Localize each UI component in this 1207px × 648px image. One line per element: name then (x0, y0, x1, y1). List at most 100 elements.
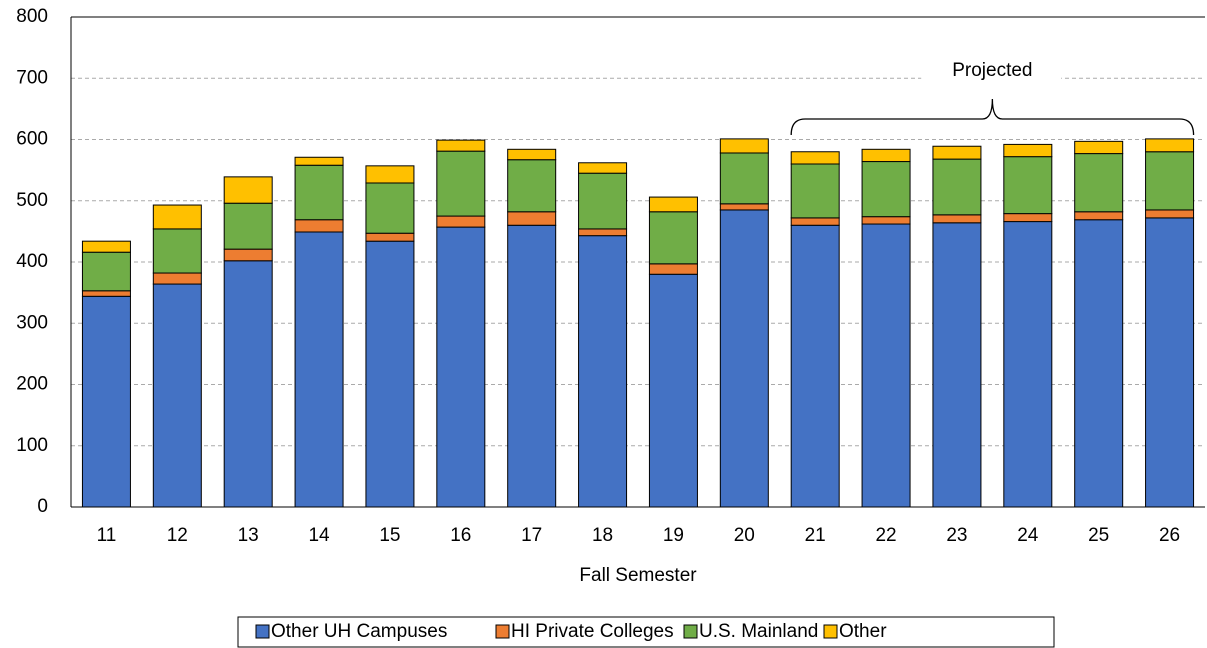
y-tick-label: 200 (16, 374, 48, 395)
legend-swatch (495, 624, 510, 639)
bar-segment (648, 263, 698, 275)
legend-label: U.S. Mainland (699, 621, 818, 642)
bar-segment (719, 138, 769, 154)
legend-label: Other (839, 621, 887, 642)
bar-segment (152, 283, 202, 508)
bar-segment (152, 204, 202, 230)
y-tick-label: 700 (16, 67, 48, 88)
bar-segment (790, 224, 840, 508)
y-tick-label: 600 (16, 129, 48, 150)
bar-segment (1145, 209, 1195, 219)
bar-segment (294, 164, 344, 221)
bar-segment (1074, 211, 1124, 221)
bar-segment (1003, 213, 1053, 223)
bar-segment (1003, 221, 1053, 508)
bar-segment (790, 151, 840, 165)
bar-segment (152, 272, 202, 285)
x-tick-label: 11 (97, 525, 117, 546)
bar-segment (578, 228, 628, 237)
x-tick-label: 26 (1159, 525, 1180, 546)
bar-segment (932, 145, 982, 160)
bar-segment (790, 217, 840, 226)
bar-segment (648, 273, 698, 508)
bar-segment (1145, 217, 1195, 508)
bar-segment (648, 196, 698, 213)
annotation-bg (921, 58, 1062, 86)
bar-segment (861, 223, 911, 508)
bar-segment (932, 214, 982, 224)
bar-segment (719, 209, 769, 508)
bar-segment (436, 150, 486, 217)
bar-segment (81, 251, 131, 292)
bar-segment (578, 162, 628, 174)
x-tick-label: 25 (1088, 525, 1109, 546)
legend-label: HI Private Colleges (511, 621, 674, 642)
bar-segment (294, 231, 344, 508)
bar-segment (223, 260, 273, 508)
y-tick-label: 800 (16, 6, 48, 27)
bar-segment (436, 139, 486, 152)
x-tick-label: 15 (379, 525, 400, 546)
x-tick-label: 16 (450, 525, 471, 546)
bar-segment (223, 202, 273, 250)
legend-swatch (683, 624, 698, 639)
bar-segment (861, 148, 911, 163)
legend-label: Other UH Campuses (271, 621, 447, 642)
bar-segment (365, 232, 415, 242)
bar-segment (1074, 153, 1124, 213)
bar-segment (1003, 156, 1053, 215)
bar-segment (223, 176, 273, 204)
bar-segment (436, 226, 486, 508)
bar-segment (861, 161, 911, 218)
bar-segment (790, 163, 840, 219)
legend-box (237, 616, 1055, 648)
bar-segment (578, 235, 628, 508)
bar-segment (507, 224, 557, 508)
y-tick-label: 300 (16, 312, 48, 333)
bar-segment (1145, 151, 1195, 211)
bar-segment (578, 172, 628, 230)
legend-swatch (255, 624, 270, 639)
bar-segment (81, 290, 131, 297)
bar-segment (1074, 219, 1124, 508)
bar-segment (81, 240, 131, 253)
x-tick-label: 21 (805, 525, 826, 546)
x-tick-label: 23 (946, 525, 967, 546)
bar-segment (1074, 140, 1124, 155)
bar-segment (294, 156, 344, 166)
bar-segment (648, 211, 698, 265)
bar-segment (932, 222, 982, 508)
x-tick-label: 12 (167, 525, 188, 546)
bar-segment (1003, 143, 1053, 158)
bar-segment (365, 165, 415, 184)
bar-segment (719, 203, 769, 211)
bar-segment (152, 228, 202, 274)
x-tick-label: 24 (1017, 525, 1039, 546)
x-tick-label: 22 (875, 525, 896, 546)
bar-segment (507, 159, 557, 213)
bar-segment (294, 219, 344, 233)
bar-segment (81, 295, 131, 508)
bar-segment (932, 158, 982, 216)
bar-segment (365, 240, 415, 508)
y-tick-label: 100 (16, 435, 48, 456)
x-tick-label: 17 (521, 525, 542, 546)
x-tick-label: 13 (238, 525, 259, 546)
y-tick-label: 0 (37, 496, 48, 517)
bar-segment (436, 215, 486, 228)
y-tick-label: 500 (16, 190, 48, 211)
x-axis-label: Fall Semester (579, 565, 697, 586)
bar-segment (861, 216, 911, 225)
x-tick-label: 18 (592, 525, 613, 546)
bar-segment (507, 211, 557, 226)
legend-swatch (823, 624, 838, 639)
bar-segment (719, 152, 769, 205)
x-tick-label: 14 (308, 525, 330, 546)
annotation: Projected (952, 60, 1032, 81)
x-tick-label: 20 (734, 525, 755, 546)
x-tick-label: 19 (663, 525, 684, 546)
brace (790, 98, 1195, 136)
bar-segment (223, 248, 273, 262)
bar-segment (507, 148, 557, 161)
bar-segment (1145, 138, 1195, 153)
